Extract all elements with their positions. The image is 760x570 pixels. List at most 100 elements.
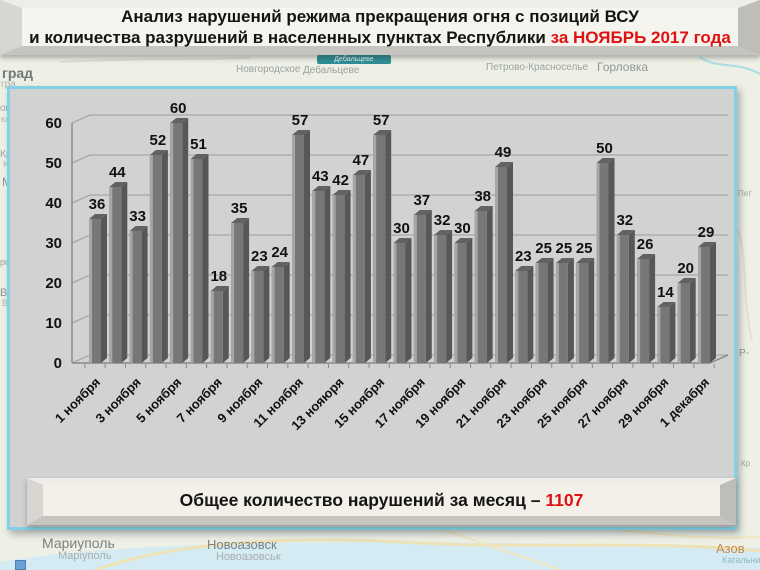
bar-highlight-edge: [474, 211, 478, 363]
bar-top-face: [271, 262, 290, 267]
map-label-left-fragment-6: ро: [0, 257, 11, 267]
bar-highlight-edge: [251, 271, 255, 363]
bar-highlight-edge: [129, 231, 133, 363]
title-line-2: и количества разрушений в населенных пун…: [29, 27, 731, 48]
bar-value-label: 30: [454, 220, 471, 237]
y-axis-tick-label: 0: [54, 355, 62, 372]
bar-value-label: 20: [677, 260, 694, 277]
map-label-left-fragment-2: ка: [1, 114, 11, 124]
bar-highlight-edge: [149, 155, 153, 363]
bar-highlight-edge: [352, 175, 356, 363]
road-top: [59, 57, 251, 63]
bar-top-face: [637, 254, 656, 259]
road-right-edge: [737, 229, 753, 341]
bar-top-face: [231, 218, 250, 223]
map-label-debaltseve: Дебальцеве: [303, 65, 360, 76]
bar-highlight-edge: [109, 187, 113, 363]
bar-side-face: [547, 258, 554, 363]
bar-top-face: [616, 230, 635, 235]
bar-top-face: [677, 278, 696, 283]
bar-top-face: [495, 162, 513, 167]
bar-side-face: [649, 254, 656, 363]
bar-value-label: 26: [637, 236, 654, 253]
bar-top-face: [292, 130, 310, 135]
bar-value-label: 25: [576, 240, 593, 257]
bar-value-label: 32: [434, 212, 451, 229]
bar-highlight-edge: [454, 243, 458, 363]
bar-value-label: 47: [353, 152, 370, 169]
bar-side-face: [669, 302, 676, 363]
bar-side-face: [385, 130, 392, 363]
bar-value-label: 57: [292, 112, 309, 129]
bar-top-face: [312, 186, 331, 191]
bar-highlight-edge: [555, 263, 559, 363]
title-line-2-red: за НОЯБРЬ 2017 года: [550, 28, 731, 47]
road-yellow-2: [429, 524, 561, 570]
bar-value-label: 43: [312, 168, 329, 185]
bar-value-label: 25: [535, 240, 552, 257]
bar-highlight-edge: [312, 191, 316, 363]
bar-top-face: [474, 206, 493, 211]
bar-value-label: 49: [495, 144, 512, 161]
bar-top-face: [149, 150, 168, 155]
map-label-gorlovka: Горловка: [597, 60, 649, 74]
gridline: [71, 114, 728, 124]
bar-top-face: [352, 170, 371, 175]
bar-value-label: 23: [515, 248, 532, 265]
bar-value-label: 60: [170, 100, 187, 117]
bar-side-face: [710, 242, 716, 363]
bar-highlight-edge: [495, 167, 498, 363]
bar-side-face: [182, 118, 189, 363]
bar-side-face: [141, 226, 148, 363]
bar-top-face: [413, 210, 432, 215]
bar-highlight-edge: [576, 263, 580, 363]
bar-side-face: [466, 238, 473, 363]
bar-highlight-edge: [89, 219, 92, 363]
bar-side-face: [446, 230, 453, 363]
title-line-1: Анализ нарушений режима прекращения огня…: [121, 7, 639, 26]
chart-panel: 0 10 20 30 40 50 60 36 44 33 52 60 51 18 35 23 24 57 43 42 4…: [7, 86, 737, 530]
bar-value-label: 57: [373, 112, 390, 129]
bar-value-label: 37: [413, 192, 430, 209]
bar-highlight-edge: [190, 159, 194, 363]
footer-text: Общее количество нарушений за месяц – 11…: [180, 490, 584, 511]
map-label-novoazovsk: Новоазовск: [207, 537, 277, 552]
map-label-right-fragment-1: Пет: [738, 189, 752, 198]
map-marker-icon: [15, 560, 26, 570]
bar-value-label: 35: [231, 200, 248, 217]
bar-side-face: [405, 238, 412, 363]
bar-top-face: [393, 238, 412, 243]
map-label-kagalnik: Кагальни: [722, 555, 760, 565]
bar-value-label: 50: [596, 140, 613, 157]
bar-value-label: 33: [129, 208, 146, 225]
bar-side-face: [608, 158, 615, 363]
bar-top-face: [373, 130, 392, 135]
footer-banner: Общее количество нарушений за месяц – 11…: [27, 478, 736, 525]
title-banner: Анализ нарушений режима прекращения огня…: [0, 0, 760, 55]
map-label-novoazovsk-ua: Новоазовськ: [216, 551, 281, 563]
bar-side-face: [202, 154, 209, 363]
bar-value-label: 14: [657, 284, 674, 301]
bar-value-label: 44: [109, 164, 126, 181]
map-label-right-fragment-3: Кр: [741, 459, 751, 468]
bar-highlight-edge: [292, 135, 295, 363]
bar-highlight-edge: [657, 307, 661, 363]
bar-side-face: [364, 170, 371, 363]
bar-top-face: [657, 302, 676, 307]
bar-top-face: [129, 226, 148, 231]
bar-side-face: [425, 210, 432, 363]
bar-side-face: [344, 190, 351, 363]
bar-side-face: [324, 186, 331, 363]
footer-label: Общее количество нарушений за месяц –: [179, 490, 541, 510]
bar-side-face: [101, 214, 107, 363]
bar-value-label: 25: [556, 240, 573, 257]
bar-side-face: [567, 258, 574, 363]
bar-value-label: 38: [474, 188, 491, 205]
y-axis-tick-label: 50: [45, 155, 62, 172]
bar-top-face: [170, 118, 189, 123]
footer-total-value: 1107: [545, 490, 584, 510]
bar-top-face: [454, 238, 473, 243]
map-label-petrovo-krasnoselye: Петрово-Красноселье: [486, 62, 589, 73]
road-yellow-3: [619, 529, 760, 539]
